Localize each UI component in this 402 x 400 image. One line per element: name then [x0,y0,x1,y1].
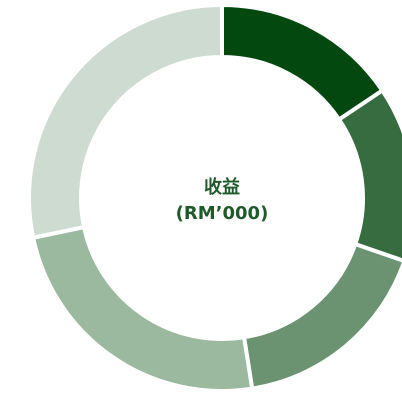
donut-slice [30,224,255,393]
chart-title: 收益 [204,176,240,198]
donut-slice [336,87,402,263]
donut-slice [220,2,386,123]
donut [27,2,402,393]
donut-slice [27,2,224,241]
chart-subtitle: (RM’000) [176,203,269,224]
donut-slice [241,241,402,391]
